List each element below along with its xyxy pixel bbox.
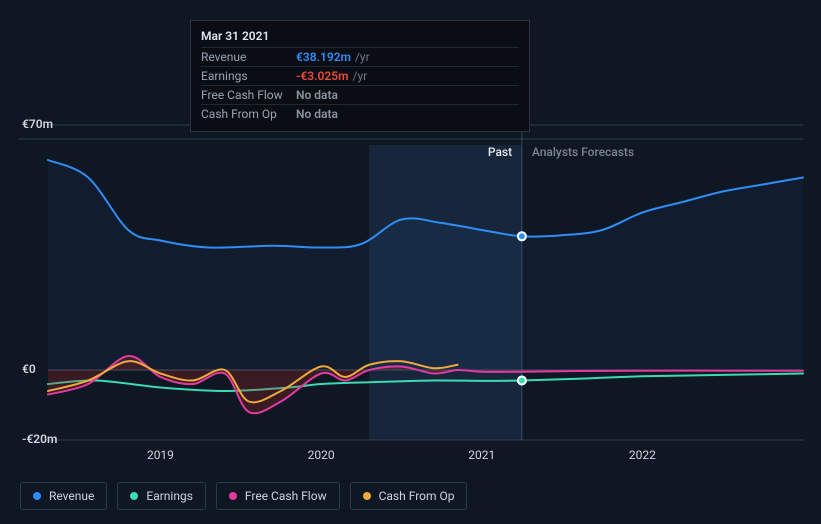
legend-item-revenue[interactable]: Revenue: [20, 482, 107, 510]
phase-past-label: Past: [488, 145, 512, 159]
tooltip-date: Mar 31 2021: [201, 29, 519, 43]
legend-item-label: Revenue: [49, 489, 94, 503]
y-tick-label: €70m: [22, 117, 53, 131]
tooltip-row-unit: /yr: [355, 50, 370, 64]
tooltip-row: Revenue€38.192m/yr: [201, 47, 519, 66]
legend-item-label: Earnings: [146, 489, 193, 503]
tooltip-row-label: Cash From Op: [201, 107, 296, 121]
legend-item-fcf[interactable]: Free Cash Flow: [216, 482, 340, 510]
y-tick-label: -€20m: [22, 432, 57, 446]
tooltip-row-unit: /yr: [353, 69, 368, 83]
legend-item-cfo[interactable]: Cash From Op: [350, 482, 468, 510]
tooltip-row-value: €38.192m: [296, 50, 351, 64]
legend-dot-icon: [130, 492, 138, 500]
legend-dot-icon: [229, 492, 237, 500]
tooltip-row: Cash From OpNo data: [201, 104, 519, 123]
chart-legend: Revenue Earnings Free Cash Flow Cash From O…: [20, 482, 467, 510]
x-tick-label: 2019: [147, 448, 174, 462]
tooltip-row-label: Revenue: [201, 50, 296, 64]
legend-item-label: Free Cash Flow: [245, 489, 327, 503]
x-tick-label: 2021: [468, 448, 495, 462]
phase-forecast-label: Analysts Forecasts: [532, 145, 634, 159]
tooltip-row-label: Free Cash Flow: [201, 88, 296, 102]
tooltip-row: Free Cash FlowNo data: [201, 85, 519, 104]
tooltip-row-label: Earnings: [201, 69, 296, 83]
y-tick-label: €0: [22, 362, 36, 376]
x-tick-label: 2022: [629, 448, 656, 462]
tooltip-row-value: -€3.025m: [296, 69, 349, 83]
tooltip-row: Earnings-€3.025m/yr: [201, 66, 519, 85]
tooltip-row-value: No data: [296, 107, 338, 121]
x-tick-label: 2020: [308, 448, 335, 462]
legend-dot-icon: [33, 492, 41, 500]
legend-item-earnings[interactable]: Earnings: [117, 482, 206, 510]
chart-tooltip: Mar 31 2021 Revenue€38.192m/yrEarnings-€…: [190, 20, 530, 132]
legend-dot-icon: [363, 492, 371, 500]
tooltip-row-value: No data: [296, 88, 338, 102]
legend-item-label: Cash From Op: [379, 489, 455, 503]
